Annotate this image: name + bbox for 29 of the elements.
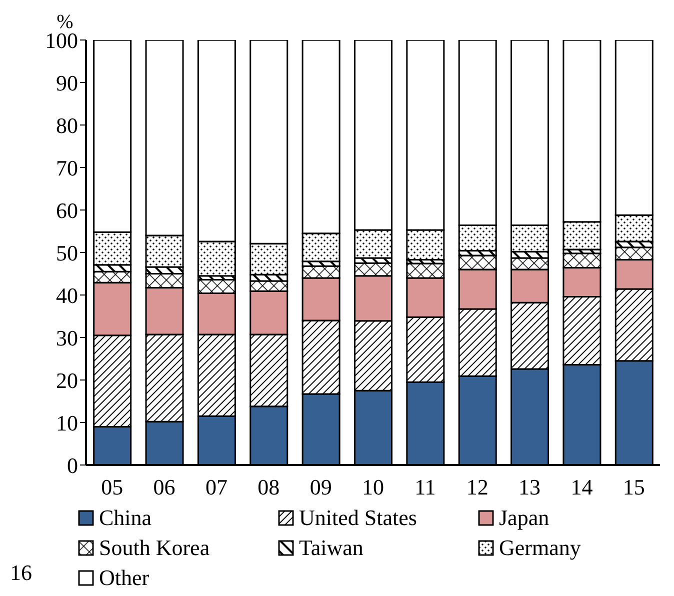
x-tick-label: 05	[101, 474, 124, 500]
x-tick-label: 07	[205, 474, 228, 500]
y-tick-label: 50	[56, 240, 78, 266]
x-tick-label: 08	[258, 474, 280, 500]
y-tick-label: 10	[56, 410, 78, 436]
y-tick-label: 0	[67, 452, 78, 478]
legend-label: Japan	[499, 504, 550, 532]
y-tick-label: 70	[56, 155, 78, 180]
y-tick-label: 40	[56, 282, 78, 308]
x-tick-label: 13	[518, 474, 541, 500]
text: 16	[10, 560, 32, 586]
y-tick-label: 30	[56, 325, 78, 350]
x-tick-label: 15	[622, 474, 645, 500]
legend-label: Germany	[499, 534, 581, 562]
x-tick-label: 10	[362, 474, 384, 500]
x-tick-label: 12	[466, 474, 488, 500]
y-tick-label: 60	[56, 198, 78, 223]
legend-label: China	[99, 504, 152, 532]
x-tick-label: 09	[310, 474, 332, 500]
legend-label: South Korea	[99, 534, 210, 562]
x-tick-label: 11	[414, 474, 436, 500]
x-tick-label: 14	[570, 474, 593, 500]
legend-label: United States	[299, 504, 417, 532]
y-tick-label: 20	[56, 368, 78, 393]
x-tick-label: 06	[153, 474, 176, 500]
y-tick-label: 80	[56, 112, 78, 138]
y-tick-label: 90	[56, 70, 78, 96]
legend-label: Taiwan	[299, 534, 364, 562]
legend-label: Other	[99, 564, 150, 592]
